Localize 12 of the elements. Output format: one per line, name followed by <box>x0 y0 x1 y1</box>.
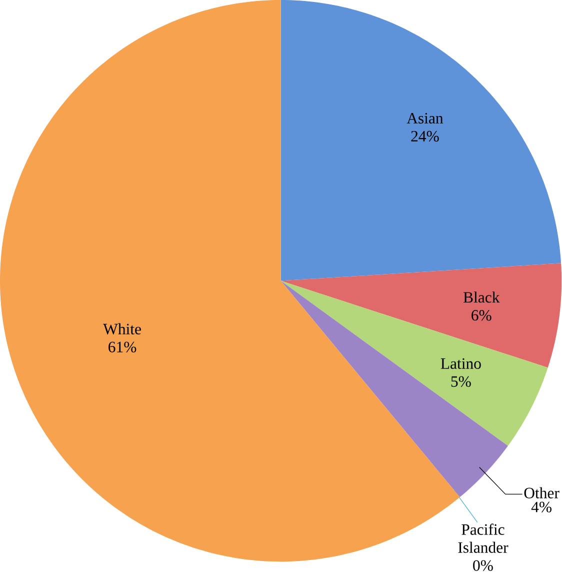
slice-label: Black <box>464 292 500 303</box>
text: 0% <box>473 560 494 571</box>
slice-label: Asian <box>406 112 444 124</box>
data-label: 6% <box>472 310 492 321</box>
data-label: 24% <box>411 130 440 142</box>
data-label: 4% <box>532 502 552 512</box>
data-label: 5% <box>452 376 472 387</box>
data-label: 61% <box>108 342 136 352</box>
slice-label: White <box>103 323 142 334</box>
legend-label: Pacific Islander <box>458 524 508 553</box>
slice-label: Other <box>524 487 560 498</box>
slice-label: Latino <box>441 358 482 369</box>
